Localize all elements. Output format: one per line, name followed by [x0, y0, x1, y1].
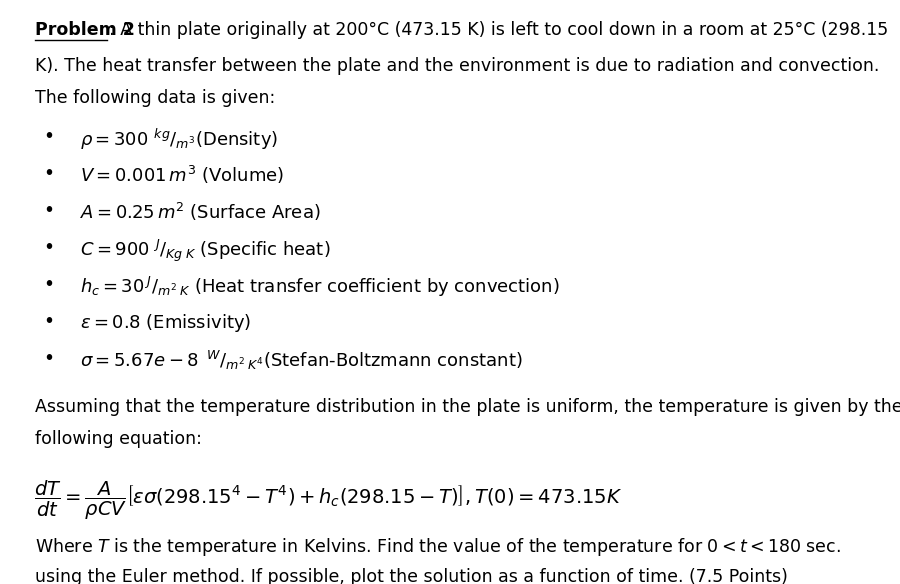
Text: $V = 0.001\,m^3$ (Volume): $V = 0.001\,m^3$ (Volume)	[80, 164, 284, 186]
Text: using the Euler method. If possible, plot the solution as a function of time. (7: using the Euler method. If possible, plo…	[35, 568, 788, 584]
Text: Where $T$ is the temperature in Kelvins. Find the value of the temperature for $: Where $T$ is the temperature in Kelvins.…	[35, 536, 841, 558]
Text: K). The heat transfer between the plate and the environment is due to radiation : K). The heat transfer between the plate …	[35, 57, 879, 75]
Text: •: •	[43, 201, 55, 220]
Text: $\rho = 300\,\,^{kg}/_{m^3}$(Density): $\rho = 300\,\,^{kg}/_{m^3}$(Density)	[80, 127, 278, 152]
Text: Problem 2: Problem 2	[35, 22, 135, 39]
Text: $\dfrac{dT}{dt} = \dfrac{A}{\rho CV}\left[\varepsilon\sigma(298.15^4 - T^4) + h_: $\dfrac{dT}{dt} = \dfrac{A}{\rho CV}\lef…	[34, 479, 623, 523]
Text: •: •	[43, 349, 55, 368]
Text: Assuming that the temperature distribution in the plate is uniform, the temperat: Assuming that the temperature distributi…	[35, 398, 900, 416]
Text: : A thin plate originally at 200°C (473.15 K) is left to cool down in a room at : : A thin plate originally at 200°C (473.…	[109, 22, 888, 39]
Text: $h_c = 30\,^{J}/_{m^2\;K}$ (Heat transfer coefficient by convection): $h_c = 30\,^{J}/_{m^2\;K}$ (Heat transfe…	[80, 275, 560, 299]
Text: $\varepsilon = 0.8$ (Emissivity): $\varepsilon = 0.8$ (Emissivity)	[80, 312, 251, 334]
Text: •: •	[43, 312, 55, 331]
Text: $\sigma = 5.67e - 8\;\,^{W}/_{m^2\;K^4}$(Stefan-Boltzmann constant): $\sigma = 5.67e - 8\;\,^{W}/_{m^2\;K^4}$…	[80, 349, 523, 372]
Text: •: •	[43, 127, 55, 146]
Text: •: •	[43, 164, 55, 183]
Text: $A = 0.25\,m^2$ (Surface Area): $A = 0.25\,m^2$ (Surface Area)	[80, 201, 320, 223]
Text: •: •	[43, 238, 55, 257]
Text: following equation:: following equation:	[35, 430, 202, 448]
Text: The following data is given:: The following data is given:	[35, 89, 275, 107]
Text: $C = 900\,\,^{J}/_{Kg\;K}$ (Specific heat): $C = 900\,\,^{J}/_{Kg\;K}$ (Specific hea…	[80, 238, 330, 265]
Text: •: •	[43, 275, 55, 294]
